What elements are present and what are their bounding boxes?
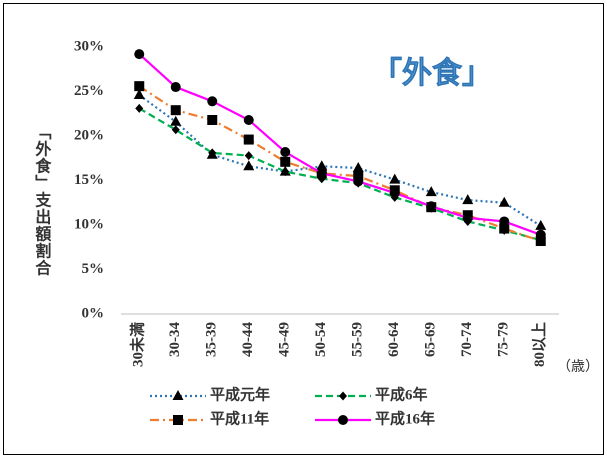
data-point [535,236,546,247]
legend-label: 平成元年 [210,385,270,403]
legend-marker [172,390,184,400]
series-line [138,53,542,236]
data-point [535,219,547,230]
data-point [280,156,291,167]
data-point [134,49,145,60]
x-tick-label: 75-79 [496,322,512,357]
y-tick-label: 20% [74,127,104,143]
y-tick-label: 30% [74,38,104,54]
x-tick-label: 70-74 [459,322,475,357]
data-point [280,147,291,158]
legend-marker [338,415,348,425]
x-tick-label: 30-34 [167,322,183,357]
data-point [207,114,218,125]
x-tick-label: 35-39 [204,322,220,357]
data-point [425,186,437,197]
data-point [316,168,327,179]
data-point [208,148,217,158]
data-point [243,160,255,171]
data-point [353,176,364,187]
legend-label: 平成11年 [210,409,269,427]
data-point [243,134,254,145]
data-point [134,81,145,92]
data-point [462,212,473,223]
data-point [535,229,546,240]
x-tick-label: 40-44 [240,322,256,357]
x-axis-label: （歳） [557,359,599,375]
x-tick-label: 80以上 [531,322,548,367]
x-tick-label: 55-59 [350,322,366,357]
legend-label: 平成16年 [375,409,435,427]
data-point [243,114,254,125]
data-point [207,96,218,107]
data-point [281,167,290,177]
x-tick-label: 45-49 [277,322,293,357]
data-point [170,82,181,93]
x-tick-label: 65-69 [423,322,439,357]
y-tick-label: 15% [74,172,104,188]
y-tick-label: 25% [74,83,104,99]
data-point [316,160,328,171]
data-point [389,173,401,184]
data-point [171,125,180,135]
legend-marker [173,415,183,425]
x-tick-label: 50-54 [313,322,329,357]
data-point [352,162,364,173]
legend-label: 平成6年 [375,385,428,403]
data-point [353,171,364,182]
data-point [499,223,510,234]
data-point [244,151,253,161]
data-point [499,216,510,227]
y-tick-label: 0% [82,305,105,321]
series-line [138,107,542,242]
data-point [462,194,474,205]
y-tick-label: 10% [74,216,104,232]
legend-marker [339,391,347,401]
x-tick-label: 60-64 [386,322,402,357]
data-point [135,103,144,113]
data-point [498,196,510,207]
data-point [170,105,181,116]
data-point [389,187,400,198]
x-tick-label: 30未満 [129,322,147,367]
data-point [133,89,145,100]
y-tick-label: 5% [82,261,105,277]
y-axis-label: 「外食」支出額割合 [32,124,52,277]
data-point [170,115,182,126]
data-point [426,201,437,212]
annotation: 「外食」 [372,56,492,90]
